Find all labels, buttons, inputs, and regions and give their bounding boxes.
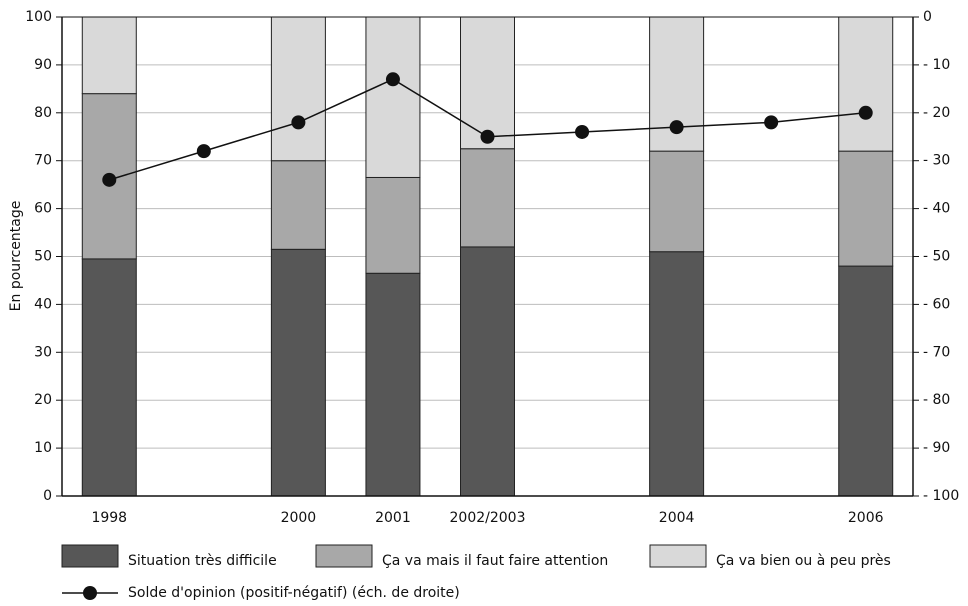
- bar-segment: [838, 150, 894, 267]
- y-tick-label: 50: [34, 249, 52, 265]
- line-point: [858, 105, 873, 120]
- x-tick-label: 2002/2003: [450, 510, 526, 526]
- y2-tick-label: 0: [923, 9, 932, 25]
- y-tick-label: 90: [34, 57, 52, 73]
- bar-segment: [81, 16, 137, 95]
- legend-swatch: [649, 544, 707, 568]
- y-tick-label: 30: [34, 344, 52, 360]
- y2-tick-label: - 10: [923, 57, 950, 73]
- y2-tick-label: - 90: [923, 440, 950, 456]
- bar-segment: [81, 258, 137, 497]
- legend-label: Situation très difficile: [128, 553, 277, 569]
- x-tick-label: 2001: [375, 510, 411, 526]
- bar-segment: [460, 148, 515, 248]
- line-point: [102, 172, 117, 187]
- line-point: [291, 115, 306, 130]
- bar-segment: [649, 150, 705, 253]
- y-tick-label: 10: [34, 440, 52, 456]
- x-tick-label: 2006: [848, 510, 884, 526]
- bar-segment: [365, 16, 421, 178]
- y2-tick-label: - 30: [923, 153, 950, 169]
- bar-segment: [270, 160, 326, 250]
- legend-label: Solde d'opinion (positif-négatif) (éch. …: [128, 585, 460, 601]
- bar-segment: [460, 246, 515, 497]
- bar-segment: [838, 16, 894, 152]
- y-tick-label: 100: [25, 9, 52, 25]
- y-tick-label: 60: [34, 201, 52, 217]
- y-tick-label: 70: [34, 153, 52, 169]
- y-tick-label: 80: [34, 105, 52, 121]
- y-axis-label: En pourcentage: [8, 201, 24, 312]
- bar-segment: [649, 251, 705, 497]
- x-tick-label: 1998: [91, 510, 127, 526]
- legend-swatch: [315, 544, 373, 568]
- y2-tick-label: - 20: [923, 105, 950, 121]
- x-tick-label: 2004: [659, 510, 695, 526]
- y-tick-label: 20: [34, 392, 52, 408]
- line-point: [196, 144, 211, 159]
- x-tick-label: 2000: [281, 510, 317, 526]
- y2-tick-label: - 60: [923, 296, 950, 312]
- legend-label: Ça va mais il faut faire attention: [382, 553, 608, 569]
- line-point: [385, 72, 400, 87]
- bar-segment: [270, 248, 326, 497]
- bar-segment: [460, 16, 515, 150]
- y2-tick-label: - 70: [923, 344, 950, 360]
- line-point: [575, 124, 590, 139]
- line-point: [764, 115, 779, 130]
- bar-segment: [365, 272, 421, 497]
- line-point: [669, 120, 684, 135]
- legend-swatch: [61, 544, 119, 568]
- y-tick-label: 0: [43, 488, 52, 504]
- y2-tick-label: - 80: [923, 392, 950, 408]
- bar-segment: [365, 176, 421, 274]
- line-point: [480, 129, 495, 144]
- legend-label: Ça va bien ou à peu près: [716, 553, 891, 569]
- y-tick-label: 40: [34, 296, 52, 312]
- y2-tick-label: - 40: [923, 201, 950, 217]
- bar-segment: [838, 265, 894, 497]
- y2-tick-label: - 100: [923, 488, 959, 504]
- bar-segment: [270, 16, 326, 162]
- legend-marker: [83, 586, 97, 600]
- y2-tick-label: - 50: [923, 249, 950, 265]
